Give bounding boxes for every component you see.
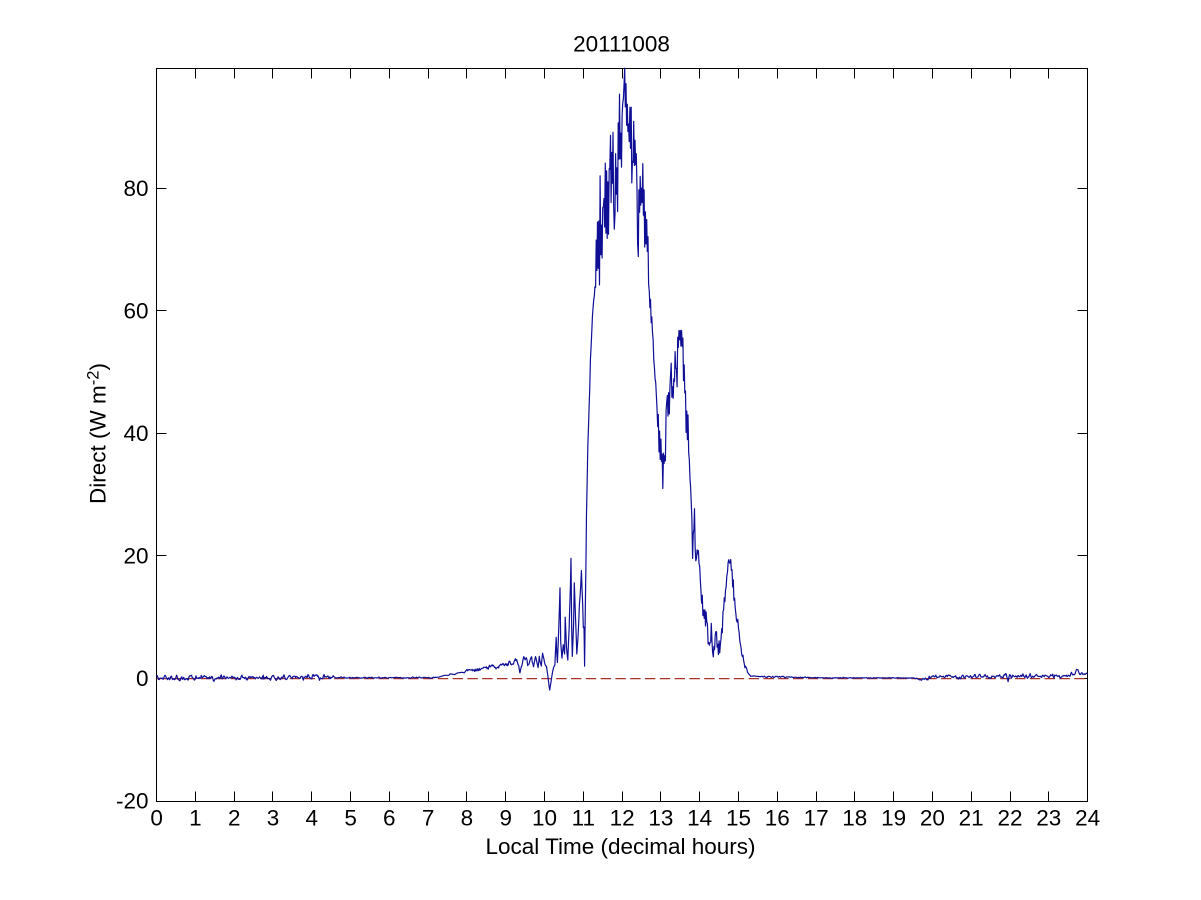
svg-text:Local Time (decimal hours): Local Time (decimal hours) bbox=[485, 834, 755, 859]
svg-text:20: 20 bbox=[123, 543, 148, 568]
svg-text:20111008: 20111008 bbox=[573, 32, 670, 57]
svg-text:3: 3 bbox=[267, 806, 280, 831]
svg-text:5: 5 bbox=[344, 806, 357, 831]
svg-text:2: 2 bbox=[228, 806, 241, 831]
svg-text:24: 24 bbox=[1075, 806, 1100, 831]
svg-text:18: 18 bbox=[842, 806, 867, 831]
svg-text:-20: -20 bbox=[116, 788, 149, 813]
svg-text:16: 16 bbox=[765, 806, 790, 831]
svg-text:1: 1 bbox=[189, 806, 202, 831]
svg-text:12: 12 bbox=[610, 806, 635, 831]
svg-text:19: 19 bbox=[881, 806, 906, 831]
svg-text:20: 20 bbox=[920, 806, 945, 831]
svg-text:7: 7 bbox=[422, 806, 435, 831]
svg-text:40: 40 bbox=[123, 421, 148, 446]
svg-text:17: 17 bbox=[804, 806, 829, 831]
svg-text:0: 0 bbox=[150, 806, 163, 831]
svg-text:21: 21 bbox=[959, 806, 984, 831]
svg-text:0: 0 bbox=[136, 666, 149, 691]
svg-text:15: 15 bbox=[726, 806, 751, 831]
svg-text:11: 11 bbox=[572, 806, 595, 831]
svg-text:8: 8 bbox=[461, 806, 474, 831]
svg-text:10: 10 bbox=[532, 806, 557, 831]
svg-text:6: 6 bbox=[383, 806, 396, 831]
svg-text:4: 4 bbox=[306, 806, 319, 831]
svg-text:13: 13 bbox=[648, 806, 673, 831]
svg-text:22: 22 bbox=[997, 806, 1022, 831]
svg-text:60: 60 bbox=[123, 298, 148, 323]
svg-text:9: 9 bbox=[499, 806, 512, 831]
svg-text:80: 80 bbox=[123, 176, 148, 201]
svg-text:23: 23 bbox=[1036, 806, 1061, 831]
svg-text:Direct (W m-2): Direct (W m-2) bbox=[85, 363, 111, 504]
svg-text:14: 14 bbox=[687, 806, 712, 831]
